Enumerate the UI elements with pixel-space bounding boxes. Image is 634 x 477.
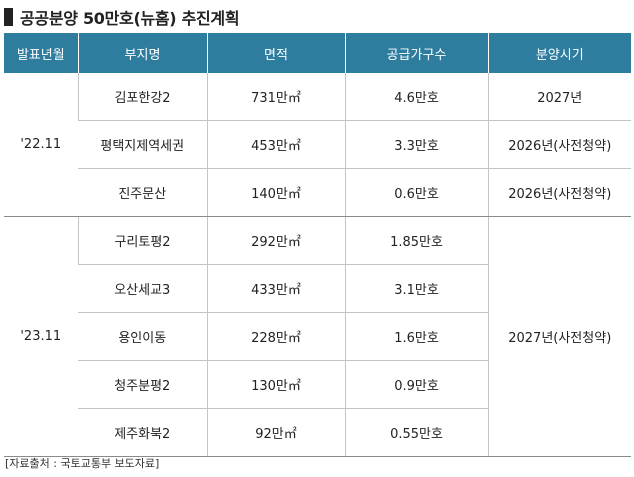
area-cell: 130만㎡ <box>206 360 345 409</box>
table-row: 청주분평2 130만㎡ 0.9만호 <box>4 360 631 409</box>
column-header-area: 면적 <box>206 33 345 73</box>
site-name-cell: 용인이동 <box>78 312 207 361</box>
column-header-supply-units: 공급가구수 <box>344 33 488 73</box>
column-header-sale-period: 분양시기 <box>487 33 631 73</box>
supply-units-cell: 3.1만호 <box>344 264 488 313</box>
supply-plan-table: 발표년월 부지명 면적 공급가구수 분양시기 '22.11 김포한강2 731만… <box>4 33 631 457</box>
supply-units-cell: 4.6만호 <box>344 73 488 121</box>
page-title: 공공분양 50만호(뉴홈) 추진계획 <box>20 9 240 28</box>
title-row: 공공분양 50만호(뉴홈) 추진계획 <box>4 4 240 30</box>
table-row: 오산세교3 433만㎡ 3.1만호 <box>4 264 631 313</box>
sale-period-cell: 2027년(사전청약) <box>487 216 631 457</box>
site-name-cell: 평택지제역세권 <box>78 120 207 169</box>
site-name-cell: 진주문산 <box>78 168 207 217</box>
table-row: '22.11 김포한강2 731만㎡ 4.6만호 2027년 <box>4 73 631 217</box>
area-cell: 292만㎡ <box>206 216 345 265</box>
area-cell: 453만㎡ <box>206 120 345 169</box>
site-name-cell: 제주화북2 <box>78 408 207 457</box>
site-name-cell: 청주분평2 <box>78 360 207 409</box>
sale-period-cell: 2026년(사전청약) <box>487 120 631 169</box>
sale-period-cell: 2026년(사전청약) <box>487 168 631 217</box>
announce-date-cell: '23.11 <box>4 216 78 457</box>
column-header-announce-date: 발표년월 <box>4 33 78 73</box>
area-cell: 140만㎡ <box>206 168 345 217</box>
table-row: '23.11 구리토평2 292만㎡ 1.85만호 2027년(사전청약) <box>4 216 631 457</box>
supply-units-cell: 1.85만호 <box>344 216 488 265</box>
table-row: 용인이동 228만㎡ 1.6만호 <box>4 312 631 361</box>
supply-units-cell: 1.6만호 <box>344 312 488 361</box>
table-header-row: 발표년월 부지명 면적 공급가구수 분양시기 <box>4 33 631 73</box>
supply-units-cell: 0.6만호 <box>344 168 488 217</box>
column-header-site-name: 부지명 <box>77 33 207 73</box>
area-cell: 433만㎡ <box>206 264 345 313</box>
table-row: 진주문산 140만㎡ 0.6만호 2026년(사전청약) <box>4 168 631 217</box>
area-cell: 92만㎡ <box>206 408 345 457</box>
area-cell: 228만㎡ <box>206 312 345 361</box>
square-bullet-icon <box>4 8 13 26</box>
announce-date-cell: '22.11 <box>4 73 78 217</box>
site-name-cell: 구리토평2 <box>77 216 207 265</box>
table-row: 평택지제역세권 453만㎡ 3.3만호 2026년(사전청약) <box>4 120 631 169</box>
supply-units-cell: 3.3만호 <box>344 120 488 169</box>
site-name-cell: 오산세교3 <box>78 264 207 313</box>
supply-units-cell: 0.9만호 <box>344 360 488 409</box>
sale-period-cell: 2027년 <box>487 73 631 121</box>
area-cell: 731만㎡ <box>206 73 345 121</box>
site-name-cell: 김포한강2 <box>77 73 207 121</box>
table-row: 제주화북2 92만㎡ 0.55만호 <box>4 408 631 457</box>
source-note: [자료출처 : 국토교통부 보도자료] <box>5 457 160 470</box>
supply-units-cell: 0.55만호 <box>344 408 488 457</box>
